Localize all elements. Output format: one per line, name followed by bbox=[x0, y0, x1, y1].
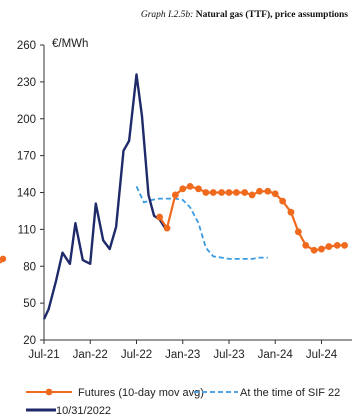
legend-label-2022-10-31: 10/31/2022 bbox=[56, 405, 111, 417]
futures-point bbox=[341, 241, 349, 249]
futures-point bbox=[171, 191, 179, 199]
futures-point bbox=[271, 190, 279, 198]
series-line-sif22 bbox=[135, 186, 268, 260]
futures-point bbox=[202, 189, 210, 196]
y-tick-label: 200 bbox=[17, 114, 36, 126]
x-tick-label: Jul-22 bbox=[121, 349, 152, 361]
futures-point bbox=[195, 185, 202, 193]
futures-point bbox=[218, 189, 225, 196]
y-tick-label: 170 bbox=[17, 151, 36, 163]
x-tick-label: Jul-24 bbox=[306, 349, 338, 361]
futures-point bbox=[325, 243, 333, 250]
legend-label-futures: Futures (10-day mov avg) bbox=[78, 387, 204, 399]
x-tick-label: Jan-22 bbox=[73, 349, 108, 361]
y-tick-label: 260 bbox=[17, 40, 36, 52]
legend-marker-futures bbox=[45, 388, 53, 396]
chart-title-prefix: Graph I.2.5b: bbox=[140, 10, 194, 20]
futures-point bbox=[241, 189, 249, 196]
chart-title-main: Natural gas (TTF), price assumptions bbox=[195, 10, 348, 20]
futures-edge-marker bbox=[0, 255, 7, 263]
series-line-2022-10-31 bbox=[42, 73, 167, 320]
futures-point bbox=[310, 246, 318, 254]
futures-point bbox=[163, 224, 171, 232]
futures-point bbox=[287, 208, 295, 216]
y-tick-label: 230 bbox=[17, 77, 36, 89]
y-tick-label: 80 bbox=[23, 261, 36, 273]
futures-point bbox=[225, 189, 233, 196]
x-tick-label: Jul-23 bbox=[213, 349, 244, 361]
x-tick-label: Jan-23 bbox=[165, 349, 200, 361]
x-tick-label: Jul-21 bbox=[28, 349, 59, 361]
futures-point bbox=[294, 228, 302, 236]
futures-point bbox=[318, 245, 325, 253]
futures-point bbox=[232, 189, 240, 196]
y-tick-label: 50 bbox=[23, 298, 36, 310]
futures-point bbox=[256, 187, 263, 195]
futures-point bbox=[302, 241, 310, 249]
y-tick-label: 140 bbox=[17, 188, 36, 200]
futures-point bbox=[156, 213, 164, 221]
legend-label-sif22: At the time of SIF 22 bbox=[240, 387, 340, 399]
futures-point bbox=[209, 189, 217, 196]
futures-point bbox=[264, 187, 272, 195]
futures-point bbox=[179, 185, 187, 193]
x-tick-label: Jan-24 bbox=[258, 349, 294, 361]
y-tick-label: 110 bbox=[18, 224, 36, 236]
futures-point bbox=[248, 191, 256, 199]
futures-point bbox=[333, 241, 341, 249]
y-tick-label: 20 bbox=[23, 335, 36, 347]
futures-point bbox=[279, 197, 287, 205]
futures-point bbox=[186, 182, 194, 190]
y-axis-label: €/MWh bbox=[52, 38, 88, 50]
chart-title: Graph I.2.5b: Natural gas (TTF), price a… bbox=[0, 10, 348, 20]
